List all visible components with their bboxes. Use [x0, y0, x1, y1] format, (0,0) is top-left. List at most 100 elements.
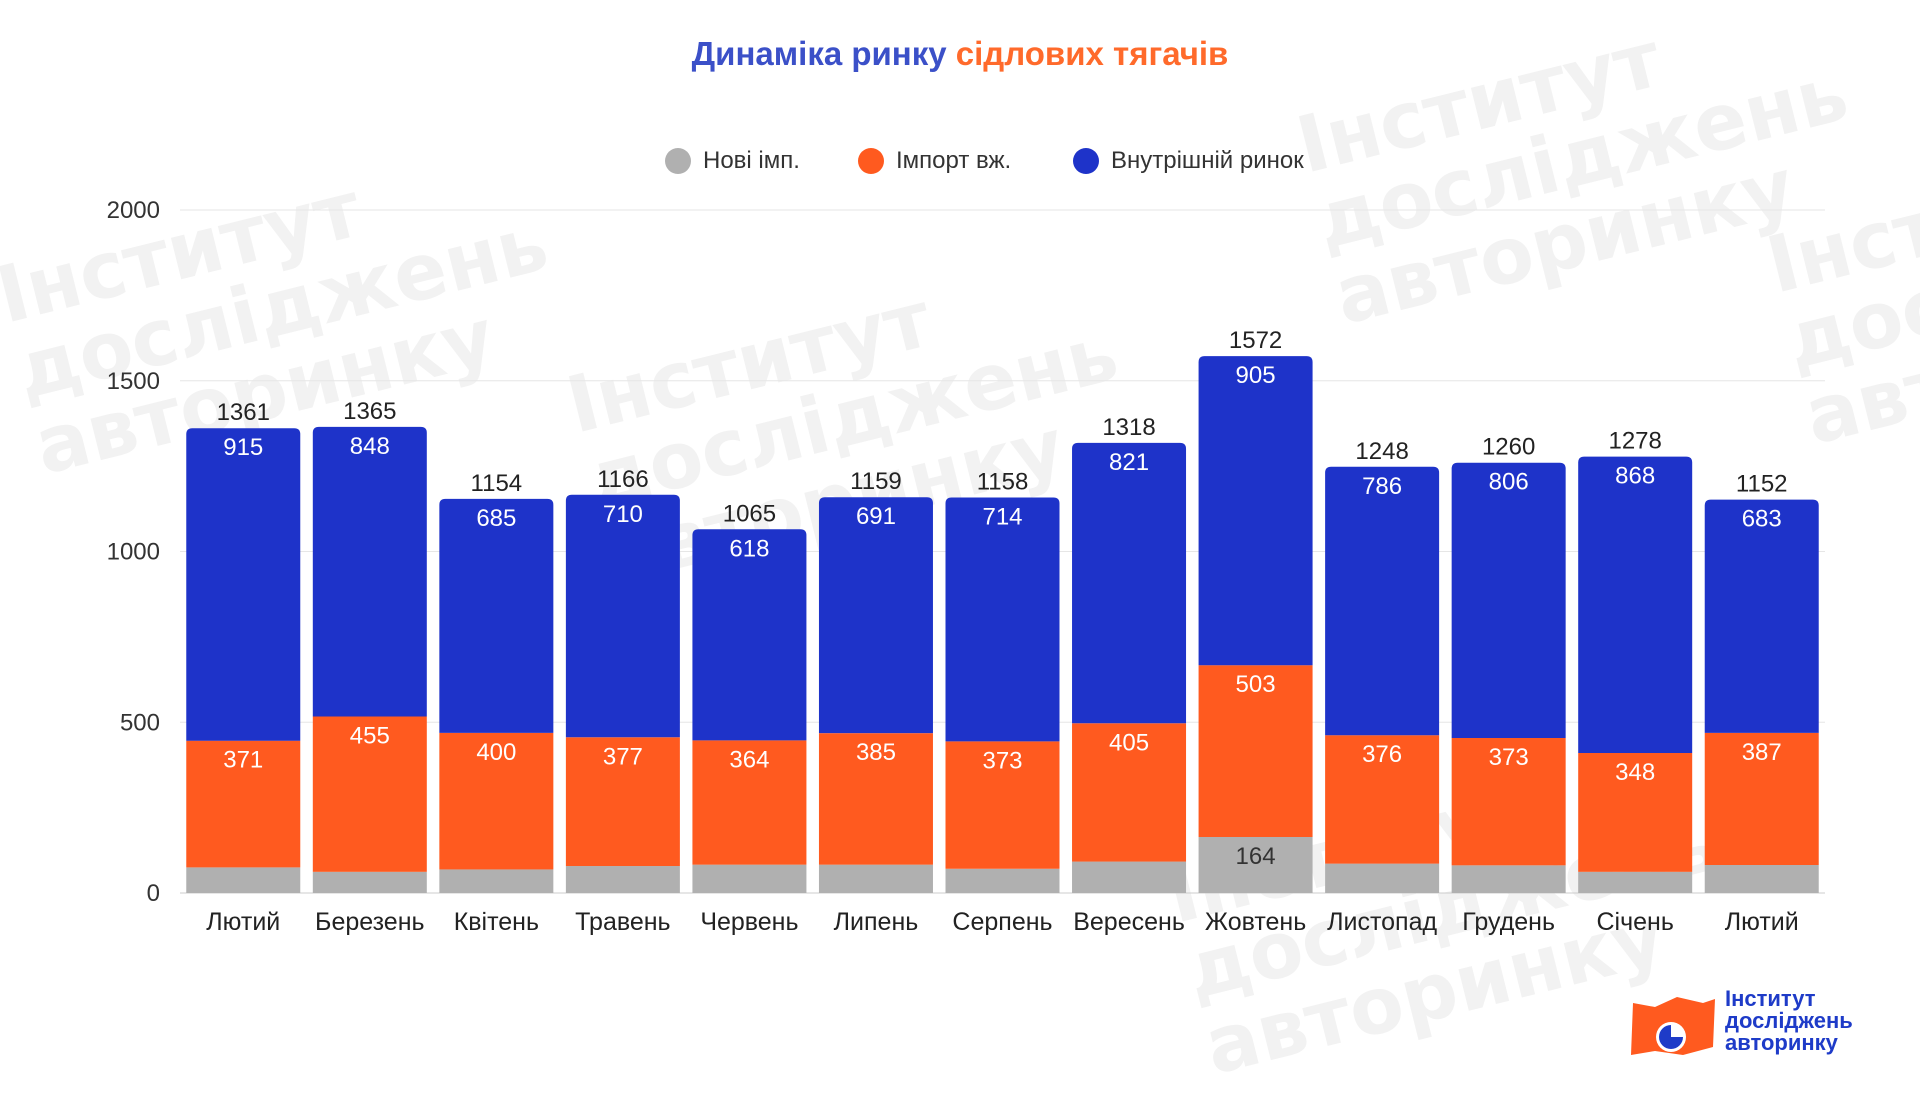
data-label: 348: [1615, 759, 1655, 786]
bar-segment: [692, 864, 807, 893]
data-label: 405: [1109, 729, 1149, 756]
bar-segment: [565, 494, 680, 738]
bar-segment: [1325, 863, 1440, 893]
data-label: 164: [1236, 843, 1276, 870]
data-label: 376: [1362, 741, 1402, 768]
data-label: 377: [603, 743, 643, 770]
total-label: 1248: [1355, 438, 1408, 465]
x-tick-label: Лютий: [206, 908, 280, 936]
y-axis: 0 500 1000 1500 2000: [107, 197, 160, 907]
y-tick-label: 1000: [107, 539, 160, 566]
chart-title-part1: Динаміка ринку: [692, 35, 948, 72]
legend-label: Нові імп.: [703, 147, 800, 174]
data-label: 786: [1362, 473, 1402, 500]
data-label: 868: [1615, 463, 1655, 490]
data-label: 387: [1742, 739, 1782, 766]
bar-segment: [818, 733, 933, 865]
data-label: 848: [350, 433, 390, 460]
total-label: 1318: [1102, 414, 1155, 441]
logo-line-3: авторинку: [1725, 1030, 1838, 1055]
chart-title: Динаміка ринку сідлових тягачів: [692, 35, 1229, 72]
data-label: 685: [476, 505, 516, 532]
bar-segment: [1578, 456, 1693, 753]
data-label: 905: [1236, 362, 1276, 389]
total-label: 1166: [597, 466, 649, 493]
legend-label: Імпорт вж.: [896, 147, 1011, 174]
bar-segment: [1451, 462, 1566, 738]
total-label: 1572: [1229, 327, 1282, 354]
data-label: 373: [982, 747, 1022, 774]
bar-segment: [1325, 735, 1440, 864]
legend-label: Внутрішній ринок: [1111, 147, 1304, 174]
bar-segment: [1451, 737, 1566, 866]
bar-segment: [186, 740, 301, 868]
x-tick-label: Грудень: [1462, 908, 1555, 936]
x-tick-label: Квітень: [454, 908, 539, 936]
logo-line-1: Інститут: [1725, 986, 1816, 1011]
x-tick-label: Червень: [700, 908, 798, 936]
data-label: 821: [1109, 449, 1149, 476]
bar-segment: [312, 426, 427, 717]
data-label: 915: [223, 434, 263, 461]
data-label: 371: [223, 747, 263, 774]
logo-line-2: досліджень: [1725, 1008, 1853, 1033]
total-label: 1158: [977, 469, 1029, 496]
data-label: 400: [476, 739, 516, 766]
data-label: 806: [1489, 469, 1529, 496]
y-tick-label: 2000: [107, 197, 160, 224]
bar-segment: [1198, 836, 1313, 893]
total-label: 1260: [1482, 434, 1535, 461]
total-label: 1154: [471, 470, 523, 497]
bar-segment: [439, 498, 554, 733]
total-label: 1278: [1608, 428, 1661, 455]
data-label: 691: [856, 503, 896, 530]
x-tick-label: Лютий: [1725, 908, 1799, 936]
total-label: 1365: [343, 398, 396, 425]
bar-segment: [692, 529, 807, 741]
bar-segment: [186, 428, 301, 741]
bar-segment: [312, 716, 427, 872]
x-tick-label: Листопад: [1327, 908, 1437, 936]
total-label: 1065: [723, 500, 776, 527]
x-tick-label: Липень: [834, 908, 919, 936]
data-label: 618: [729, 535, 769, 562]
bar-segment: [945, 497, 1060, 742]
bar-segment: [1704, 864, 1819, 893]
logo-mark-icon: [1631, 997, 1715, 1055]
bar-segment: [565, 866, 680, 893]
total-label: 1152: [1736, 471, 1788, 498]
bar-segment: [945, 868, 1060, 893]
legend-marker: [858, 148, 884, 174]
bar-segment: [1198, 665, 1313, 837]
x-axis: Лютий Березень Квітень Травень Червень Липень…: [206, 908, 1798, 936]
y-tick-label: 500: [120, 709, 160, 736]
data-label: 385: [856, 739, 896, 766]
data-label: 455: [350, 722, 390, 749]
bar-segment: [818, 864, 933, 893]
x-tick-label: Березень: [315, 908, 425, 936]
total-label: 1159: [850, 468, 902, 495]
bar-segment: [1451, 865, 1566, 893]
data-label: 710: [603, 501, 643, 528]
x-tick-label: Вересень: [1073, 908, 1185, 936]
bar-segment: [1578, 752, 1693, 872]
bar-segment: [439, 869, 554, 893]
bar-segment: [565, 737, 680, 867]
bar-segment: [1072, 861, 1187, 893]
bar-segment: [1072, 723, 1187, 862]
bar-segment: [186, 867, 301, 893]
data-label: 364: [729, 746, 769, 773]
data-label: 373: [1489, 744, 1529, 771]
bar-segment: [1704, 499, 1819, 733]
x-tick-label: Травень: [575, 908, 670, 936]
data-label: 683: [1742, 506, 1782, 533]
total-label: 1361: [217, 399, 270, 426]
x-tick-label: Жовтень: [1205, 908, 1306, 936]
data-label: 503: [1236, 671, 1276, 698]
data-label: 714: [982, 504, 1022, 531]
bar-segment: [818, 497, 933, 734]
bar-segment: [1198, 356, 1313, 666]
bar-segment: [1072, 442, 1187, 724]
bar-segment: [1578, 871, 1693, 893]
